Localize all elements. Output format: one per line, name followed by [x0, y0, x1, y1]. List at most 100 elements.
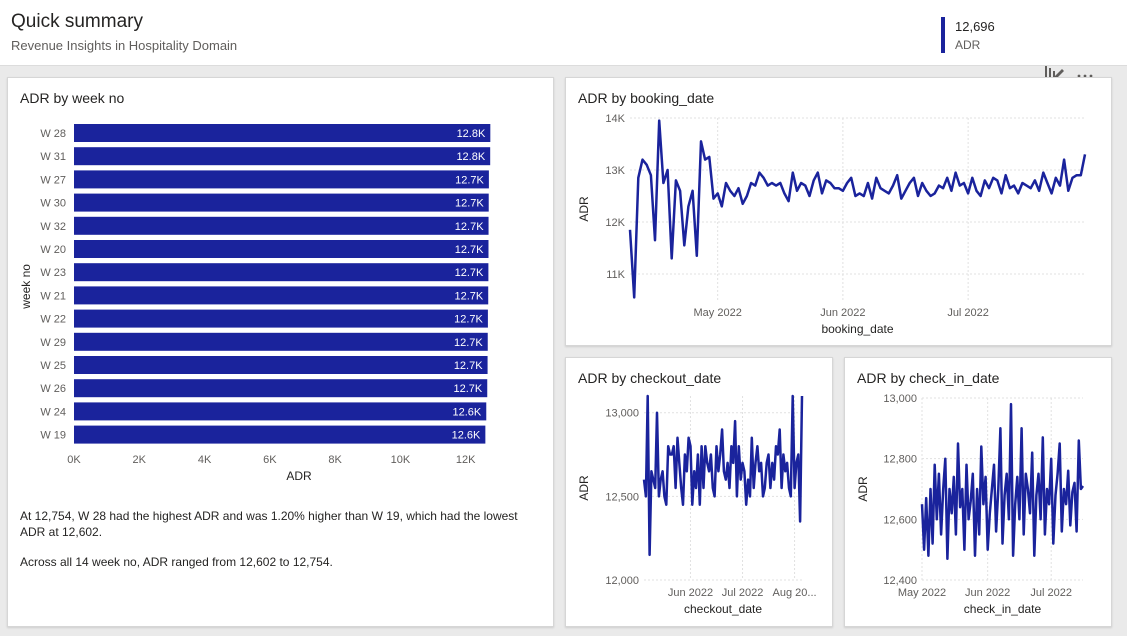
y-axis-label: ADR — [577, 475, 591, 501]
x-axis-label: ADR — [286, 469, 312, 483]
data-label: 12.7K — [455, 174, 484, 186]
focus-mode-icon[interactable] — [1043, 62, 1065, 87]
x-tick-label: Jul 2022 — [947, 307, 989, 319]
more-options-icon[interactable] — [1077, 66, 1093, 84]
y-tick-label: W 23 — [40, 267, 66, 279]
y-tick-label: 13,000 — [605, 408, 639, 420]
data-label: 12.7K — [455, 221, 484, 233]
y-tick-label: W 24 — [40, 406, 66, 418]
data-label: 12.6K — [453, 406, 482, 418]
series-line[interactable] — [642, 394, 804, 557]
y-tick-label: W 26 — [40, 383, 66, 395]
bar-chart[interactable]: W 28 12.8K W 31 12.8K W 27 12.7K W 30 12.7K W 32… — [8, 116, 553, 516]
data-label: 12.7K — [455, 198, 484, 210]
y-tick-label: 11K — [606, 269, 625, 281]
y-tick-label: 12,000 — [605, 575, 639, 587]
y-tick-label: W 22 — [40, 314, 66, 326]
x-axis-label: checkout_date — [684, 602, 762, 616]
bar[interactable] — [74, 170, 489, 189]
chart-title: ADR by check_in_date — [857, 370, 1000, 386]
kpi-label: ADR — [955, 38, 981, 52]
data-label: 12.7K — [455, 244, 484, 256]
y-tick-label: 12,400 — [883, 575, 917, 587]
y-tick-label: W 25 — [40, 360, 66, 372]
x-tick-label: 12K — [456, 454, 476, 466]
panel-adr-by-checkout-date[interactable]: ADR by checkout_date 12,000 12,500 13,000 J… — [565, 357, 833, 627]
x-tick-label: 8K — [328, 454, 342, 466]
page-subtitle: Revenue Insights in Hospitality Domain — [11, 38, 238, 53]
y-tick-label: 12K — [605, 217, 625, 229]
panel-adr-by-booking-date[interactable]: ADR by booking_date 11K 12K 13K 14K May 2022… — [565, 77, 1112, 346]
report-header: Quick summary Revenue Insights in Hospit… — [0, 0, 1127, 66]
insight-text-2: Across all 14 week no, ADR ranged from 1… — [20, 555, 333, 569]
series-line[interactable] — [920, 402, 1085, 561]
x-tick-label: 2K — [133, 454, 147, 466]
y-axis-label: ADR — [577, 196, 591, 222]
data-label: 12.7K — [454, 383, 483, 395]
y-tick-label: W 31 — [40, 151, 66, 163]
bar[interactable] — [74, 263, 489, 282]
bar[interactable] — [74, 356, 488, 374]
bar[interactable] — [74, 425, 486, 444]
data-label: 12.8K — [456, 151, 485, 163]
bar[interactable] — [74, 332, 488, 351]
x-tick-label: Jul 2022 — [722, 587, 764, 599]
x-tick-label: May 2022 — [694, 307, 742, 319]
y-tick-label: W 30 — [40, 198, 66, 210]
x-tick-label: Jun 2022 — [668, 587, 713, 599]
x-axis-label: check_in_date — [964, 602, 1042, 616]
x-tick-label: Aug 20... — [773, 587, 817, 599]
data-label: 12.7K — [454, 360, 483, 372]
x-tick-label: 4K — [198, 454, 212, 466]
line-chart[interactable]: 12,000 12,500 13,000 Jun 2022 Jul 2022 Aug 20… — [566, 392, 832, 622]
x-tick-label: 0K — [67, 454, 81, 466]
x-axis-label: booking_date — [821, 322, 893, 336]
bar[interactable] — [74, 216, 489, 235]
bar[interactable] — [74, 147, 491, 166]
y-tick-label: 12,600 — [883, 514, 917, 526]
bar[interactable] — [74, 193, 489, 212]
y-tick-label: W 32 — [40, 221, 66, 233]
x-tick-label: Jun 2022 — [820, 307, 865, 319]
y-tick-label: 12,800 — [883, 454, 917, 466]
data-label: 12.7K — [455, 267, 484, 279]
data-label: 12.7K — [454, 290, 483, 302]
page-title: Quick summary — [11, 11, 143, 32]
panel-adr-by-check-in-date[interactable]: ADR by check_in_date 12,400 12,600 12,800 1… — [844, 357, 1112, 627]
panel-adr-by-week[interactable]: ADR by week no W 28 12.8K W 31 12.8K W 27 12.… — [7, 77, 554, 627]
bar[interactable] — [74, 124, 491, 142]
bar[interactable] — [74, 240, 489, 258]
y-tick-label: W 19 — [40, 430, 66, 442]
y-tick-label: W 29 — [40, 337, 66, 349]
y-tick-label: W 21 — [40, 290, 66, 302]
data-label: 12.8K — [457, 128, 486, 140]
x-tick-label: 10K — [391, 454, 411, 466]
data-label: 12.7K — [454, 314, 483, 326]
visual-header-toolbar — [1043, 62, 1093, 87]
series-line[interactable] — [628, 119, 1087, 299]
y-tick-label: 12,500 — [605, 491, 639, 503]
y-tick-label: W 27 — [40, 174, 66, 186]
x-tick-label: Jun 2022 — [965, 587, 1010, 599]
y-axis-label: ADR — [856, 476, 870, 502]
kpi-accent-bar — [941, 17, 945, 53]
chart-title: ADR by checkout_date — [578, 370, 722, 386]
y-tick-label: 13K — [605, 165, 625, 177]
x-tick-label: Jul 2022 — [1030, 587, 1072, 599]
y-tick-label: W 28 — [40, 128, 66, 140]
kpi-value[interactable]: 12,696 — [955, 19, 995, 34]
bar[interactable] — [74, 402, 487, 421]
bar[interactable] — [74, 286, 489, 305]
y-tick-label: 14K — [605, 113, 625, 125]
data-label: 12.6K — [452, 430, 481, 442]
bar[interactable] — [74, 379, 488, 398]
chart-title: ADR by week no — [20, 90, 125, 106]
bar[interactable] — [74, 309, 488, 328]
x-tick-label: May 2022 — [898, 587, 946, 599]
data-label: 12.7K — [454, 337, 483, 349]
y-tick-label: 13,000 — [883, 393, 917, 405]
line-chart[interactable]: 11K 12K 13K 14K May 2022 Jun 2022 Jul 2022 book… — [566, 112, 1111, 342]
y-tick-label: W 20 — [40, 244, 66, 256]
line-chart[interactable]: 12,400 12,600 12,800 13,000 May 2022 Jun 2022… — [845, 392, 1111, 622]
